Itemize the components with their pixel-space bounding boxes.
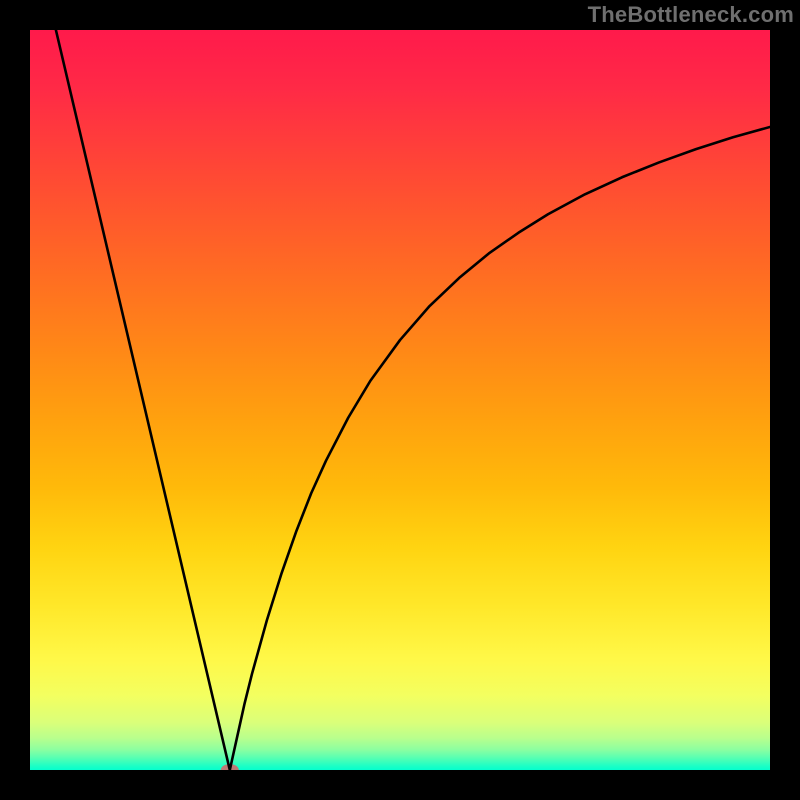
chart-background: [30, 30, 770, 770]
watermark-text: TheBottleneck.com: [588, 2, 794, 28]
chart-container: TheBottleneck.com: [0, 0, 800, 800]
bottleneck-chart: [0, 0, 800, 800]
